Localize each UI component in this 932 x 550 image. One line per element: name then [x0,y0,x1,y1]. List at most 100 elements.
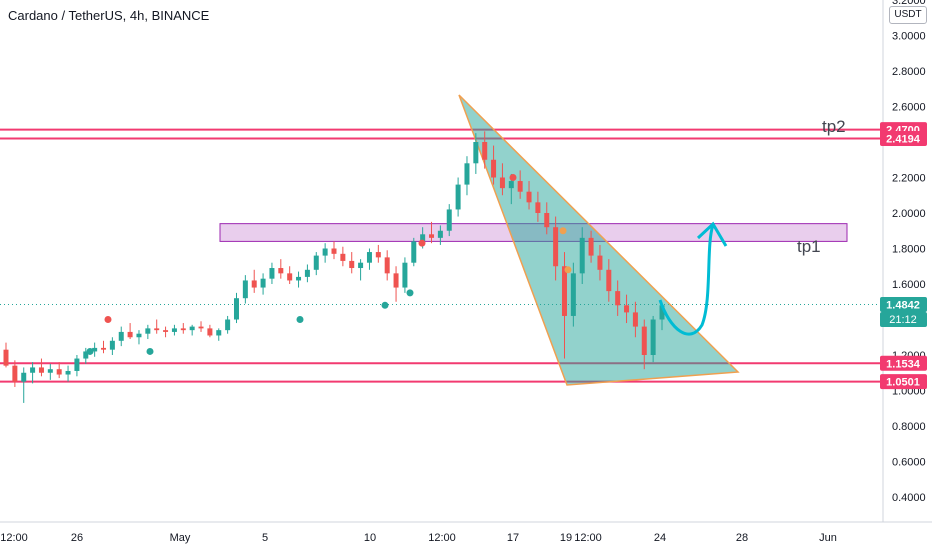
price-badge-support-upper [880,355,927,371]
signal-dot [146,347,154,355]
candle-body [136,333,142,338]
candle-body [641,326,647,355]
candle-body [251,280,257,288]
candle-body [579,237,585,274]
x-tick-label: 10 [364,532,376,544]
candle-body [260,278,266,288]
signal-dot [104,316,112,323]
price-badge-text: 1.4842 [886,300,920,312]
price-badge-text: 1.1534 [886,358,921,370]
price-badge-text: 1.0501 [886,377,920,389]
candle-body [464,163,470,185]
candle-body [437,230,443,238]
candle-body [145,328,151,334]
candle-body [561,266,567,316]
candle-body [446,209,452,231]
candle-body [65,370,71,375]
candle-body [544,213,550,228]
candle-body [47,369,53,373]
candle-body [597,255,603,270]
candle-body [411,241,417,263]
candle-body [198,326,204,329]
candle-body [3,349,9,366]
signal-dot [559,227,567,235]
candle-body [659,305,665,320]
signal-dot [86,347,94,355]
y-tick-label: 3.0000 [892,31,926,43]
candle-body [225,319,231,331]
candle-body [402,262,408,288]
candle-body [233,298,239,320]
candle-body [154,328,160,331]
candle-body [517,181,523,192]
candle-body [615,291,621,306]
y-tick-label: 2.2000 [892,173,926,185]
candle-body [278,268,284,274]
candle-body [92,347,98,352]
candle-body [83,351,89,359]
candle-body [313,255,319,270]
candle-body [553,227,559,267]
chart-title: Cardano / TetherUS, 4h, BINANCE [8,8,210,23]
x-tick-label: 26 [71,532,83,544]
y-tick-label: 0.6000 [892,457,926,469]
y-tick-label: 0.8000 [892,421,926,433]
y-tick-label: 3.2000 [892,0,926,7]
x-tick-label: 24 [654,532,666,544]
candle-body [207,328,213,336]
signal-dot [381,301,389,309]
candle-body [526,191,532,203]
y-tick-label: 1.8000 [892,244,926,256]
x-tick-label: 5 [262,532,268,544]
candle-body [242,280,248,299]
candle-body [482,142,488,160]
candle-body [322,248,328,256]
signal-dot [564,266,572,274]
candle-body [56,369,62,375]
signal-dot [296,316,304,323]
projection-arrow [658,224,715,336]
candle-body [216,330,222,336]
x-tick-label: 19 [560,532,572,544]
candle-body [429,234,435,238]
projection-arrowhead-icon [696,221,728,247]
y-tick-label: 2.8000 [892,66,926,78]
x-tick-label: Jun [819,532,837,544]
price-badge-tp2-lower [880,131,927,147]
candle-body [624,305,630,313]
tp1-label: tp1 [797,237,821,256]
candle-body [632,312,638,327]
y-tick-label: 1.6000 [892,279,926,291]
candle-body [163,330,169,332]
y-tick-label: 2.6000 [892,102,926,114]
candle-body [74,358,80,371]
candle-body [358,262,364,269]
candle-body [171,328,177,332]
candle-body [375,252,381,258]
candle-body [570,273,576,316]
price-badge-text: 2.4194 [886,134,921,146]
candle-body [349,260,355,269]
candle-body [499,177,505,189]
x-tick-label: May [170,532,191,544]
candle-body [127,331,133,338]
candle-body [296,276,302,281]
candle-body [420,234,426,242]
currency-unit-button[interactable]: USDT [889,6,927,24]
y-tick-label: 2.0000 [892,208,926,220]
countdown-badge [880,312,927,328]
candle-body [650,319,656,355]
price-badge-support-lower [880,374,927,390]
wedge-triangle [458,94,740,386]
candle-body [366,252,372,263]
x-tick-label: 12:00 [0,532,28,544]
candle-body [180,328,186,331]
candle-body [508,181,514,189]
x-tick-label: 28 [736,532,748,544]
candle-body [491,159,497,178]
candle-body [384,257,390,274]
price-badge-current [880,297,927,313]
candle-body [331,248,337,254]
